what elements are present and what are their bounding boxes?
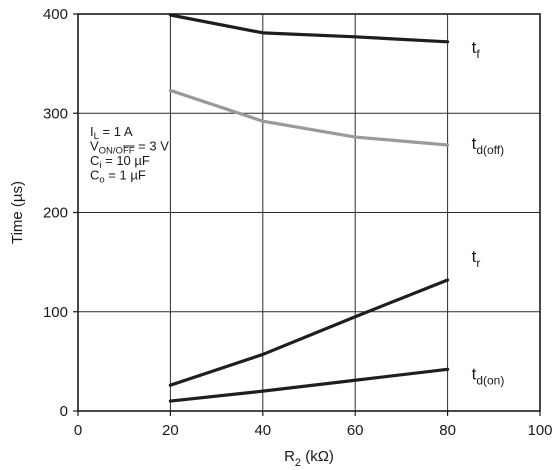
condition-line: VON/OFF = 3 V: [90, 139, 169, 157]
series-line: [168, 367, 450, 403]
series-labels: tf td(off) tr td(on): [472, 38, 505, 388]
condition-line: IL = 1 A: [90, 124, 133, 142]
axis-ticks: 0 20 40 60 80 100 0 100 200 300 400: [43, 6, 553, 439]
x-axis-title: R2 (kΩ): [284, 448, 334, 469]
series-line: [168, 88, 450, 147]
x-tick-label: 40: [254, 422, 271, 439]
y-axis-title: Time (µs): [9, 181, 26, 244]
series-lines: [168, 13, 450, 403]
x-tick-label: 80: [439, 422, 456, 439]
x-tick-label: 20: [162, 422, 179, 439]
x-tick-label: 0: [74, 422, 82, 439]
condition-line: Ci = 10 µF: [90, 153, 150, 171]
x-tick-label: 60: [347, 422, 364, 439]
y-tick-label: 200: [43, 205, 68, 222]
grid: [78, 14, 540, 411]
series-label: tr: [472, 247, 481, 270]
series-label: td(on): [472, 364, 505, 387]
series-line: [168, 278, 450, 387]
y-tick-label: 400: [43, 6, 68, 23]
x-tick-label: 100: [527, 422, 552, 439]
series-label: td(off): [472, 134, 505, 157]
y-tick-label: 0: [60, 403, 68, 420]
y-tick-label: 100: [43, 304, 68, 321]
series-line: [168, 13, 450, 44]
series-label: tf: [472, 38, 481, 61]
condition-line: Co = 1 µF: [90, 168, 146, 186]
y-tick-label: 300: [43, 105, 68, 122]
